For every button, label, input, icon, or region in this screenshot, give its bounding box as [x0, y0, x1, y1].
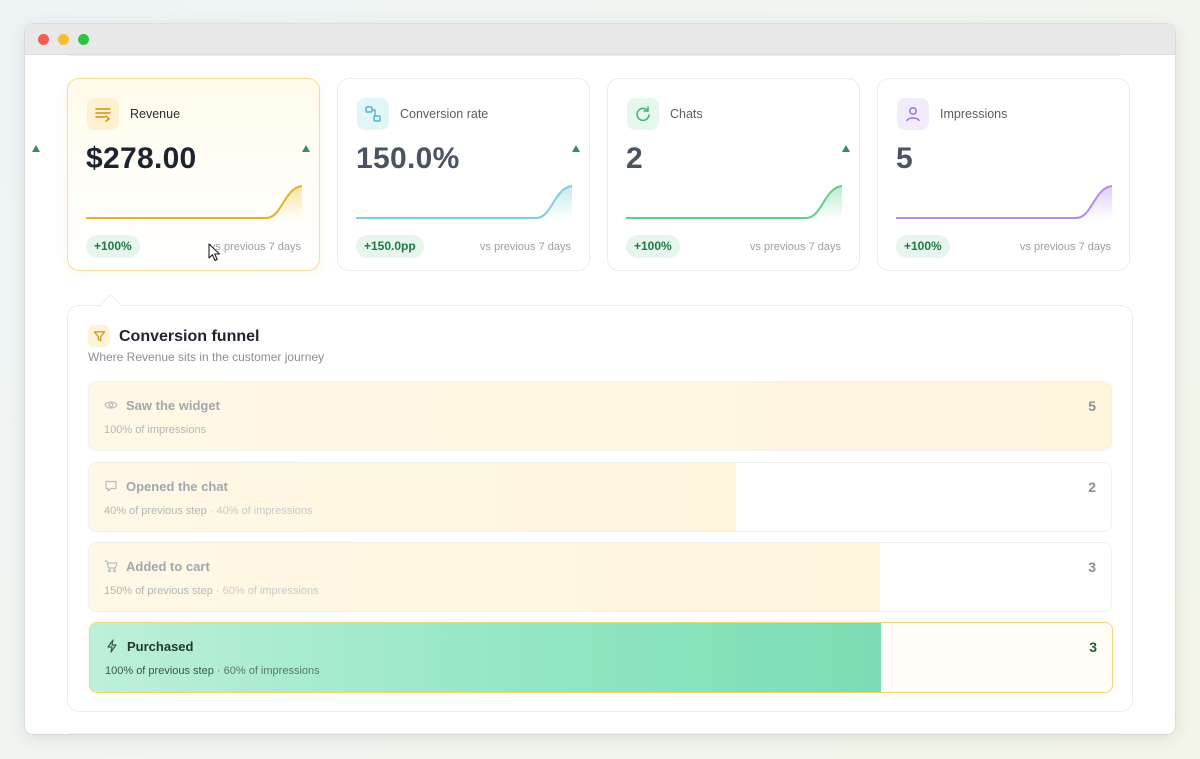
- funnel-step-added-to-cart[interactable]: Added to cart 150% of previous step · 60…: [88, 542, 1112, 612]
- maximize-window-button[interactable]: [78, 34, 89, 45]
- minimize-window-button[interactable]: [58, 34, 69, 45]
- metric-value: 150.0%: [356, 142, 460, 175]
- delta-badge: +100%: [896, 235, 950, 258]
- divider: [69, 55, 1120, 56]
- funnel-step-fill: [89, 543, 881, 611]
- chat-icon: [103, 478, 119, 494]
- trend-up-icon: [32, 145, 40, 152]
- bolt-icon: [104, 638, 120, 654]
- compare-label: vs previous 7 days: [1019, 241, 1111, 253]
- metric-label: Impressions: [940, 107, 1008, 121]
- dashboard-content: Revenue $278.00 +100% vs previous 7 days…: [25, 55, 1175, 734]
- metric-label: Conversion rate: [400, 107, 489, 121]
- funnel-step-purchased[interactable]: Purchased 100% of previous step · 60% of…: [89, 622, 1113, 693]
- metric-value: 2: [626, 142, 643, 175]
- funnel-step-count: 5: [1088, 398, 1096, 414]
- conversion-rate-sparkline: [356, 185, 572, 220]
- trend-up-icon: [302, 145, 310, 152]
- compare-label: vs previous 7 days: [479, 241, 571, 253]
- funnel-step-meta: 100% of previous step · 60% of impressio…: [105, 665, 320, 677]
- funnel-step-label: Added to cart: [126, 559, 210, 574]
- funnel-step-fill: [90, 623, 882, 692]
- funnel-step-label: Saw the widget: [126, 398, 220, 413]
- meta-primary: 100% of impressions: [104, 424, 207, 436]
- meta-primary: 100% of previous step: [105, 665, 214, 677]
- user-icon: [897, 98, 929, 130]
- app-window: Revenue $278.00 +100% vs previous 7 days…: [25, 24, 1175, 734]
- meta-primary: 150% of previous step: [104, 585, 213, 597]
- metric-label: Revenue: [130, 107, 181, 121]
- divider: [69, 733, 1120, 734]
- meta-secondary: · 60% of impressions: [212, 585, 319, 597]
- compare-label: vs previous 7 days: [749, 241, 841, 253]
- funnel-step-saw-widget[interactable]: Saw the widget 100% of impressions 5: [88, 381, 1112, 451]
- chat-refresh-icon: [627, 98, 659, 130]
- meta-secondary: · 60% of impressions: [213, 665, 320, 677]
- meta-secondary: · 40% of impressions: [206, 505, 313, 517]
- funnel-step-label: Purchased: [127, 639, 194, 654]
- close-window-button[interactable]: [38, 34, 49, 45]
- flow-icon: [357, 98, 389, 130]
- conversion-funnel-panel: Conversion funnel Where Revenue sits in …: [67, 305, 1133, 712]
- revenue-sparkline: [86, 185, 302, 220]
- list-icon: [87, 98, 119, 130]
- trend-up-icon: [842, 145, 850, 152]
- delta-badge: +150.0pp: [356, 235, 424, 258]
- funnel-step-opened-chat[interactable]: Opened the chat 40% of previous step · 4…: [88, 462, 1112, 532]
- delta-badge: +100%: [626, 235, 680, 258]
- funnel-step-meta: 40% of previous step · 40% of impression…: [104, 505, 313, 517]
- metric-card-revenue[interactable]: Revenue $278.00 +100% vs previous 7 days: [67, 78, 320, 271]
- funnel-step-meta: 150% of previous step · 60% of impressio…: [104, 585, 319, 597]
- funnel-step-fill: [89, 382, 1111, 450]
- meta-primary: 40% of previous step: [104, 505, 207, 517]
- funnel-step-count: 3: [1088, 559, 1096, 575]
- eye-icon: [103, 397, 119, 413]
- compare-label: vs previous 7 days: [209, 241, 301, 253]
- funnel-step-meta: 100% of impressions: [104, 424, 206, 436]
- title-bar: [25, 24, 1175, 55]
- metric-card-chats[interactable]: Chats 2 +100% vs previous 7 days: [607, 78, 860, 271]
- trend-up-icon: [572, 145, 580, 152]
- metric-value: $278.00: [86, 142, 197, 175]
- delta-badge: +100%: [86, 235, 140, 258]
- funnel-step-label: Opened the chat: [126, 479, 228, 494]
- panel-subtitle: Where Revenue sits in the customer journ…: [88, 350, 325, 364]
- metric-value: 5: [896, 142, 913, 175]
- funnel-icon: [88, 325, 110, 347]
- cart-icon: [103, 558, 119, 574]
- impressions-sparkline: [896, 185, 1112, 220]
- panel-title: Conversion funnel: [119, 328, 260, 345]
- mouse-cursor-icon: [208, 243, 221, 262]
- chats-sparkline: [626, 185, 842, 220]
- funnel-step-count: 3: [1089, 639, 1097, 655]
- metric-card-conversion-rate[interactable]: Conversion rate 150.0% +150.0pp vs previ…: [337, 78, 590, 271]
- metric-label: Chats: [670, 107, 703, 121]
- funnel-step-count: 2: [1088, 479, 1096, 495]
- metric-card-impressions[interactable]: Impressions 5 +100% vs previous 7 days: [877, 78, 1130, 271]
- funnel-step-fill: [89, 463, 736, 531]
